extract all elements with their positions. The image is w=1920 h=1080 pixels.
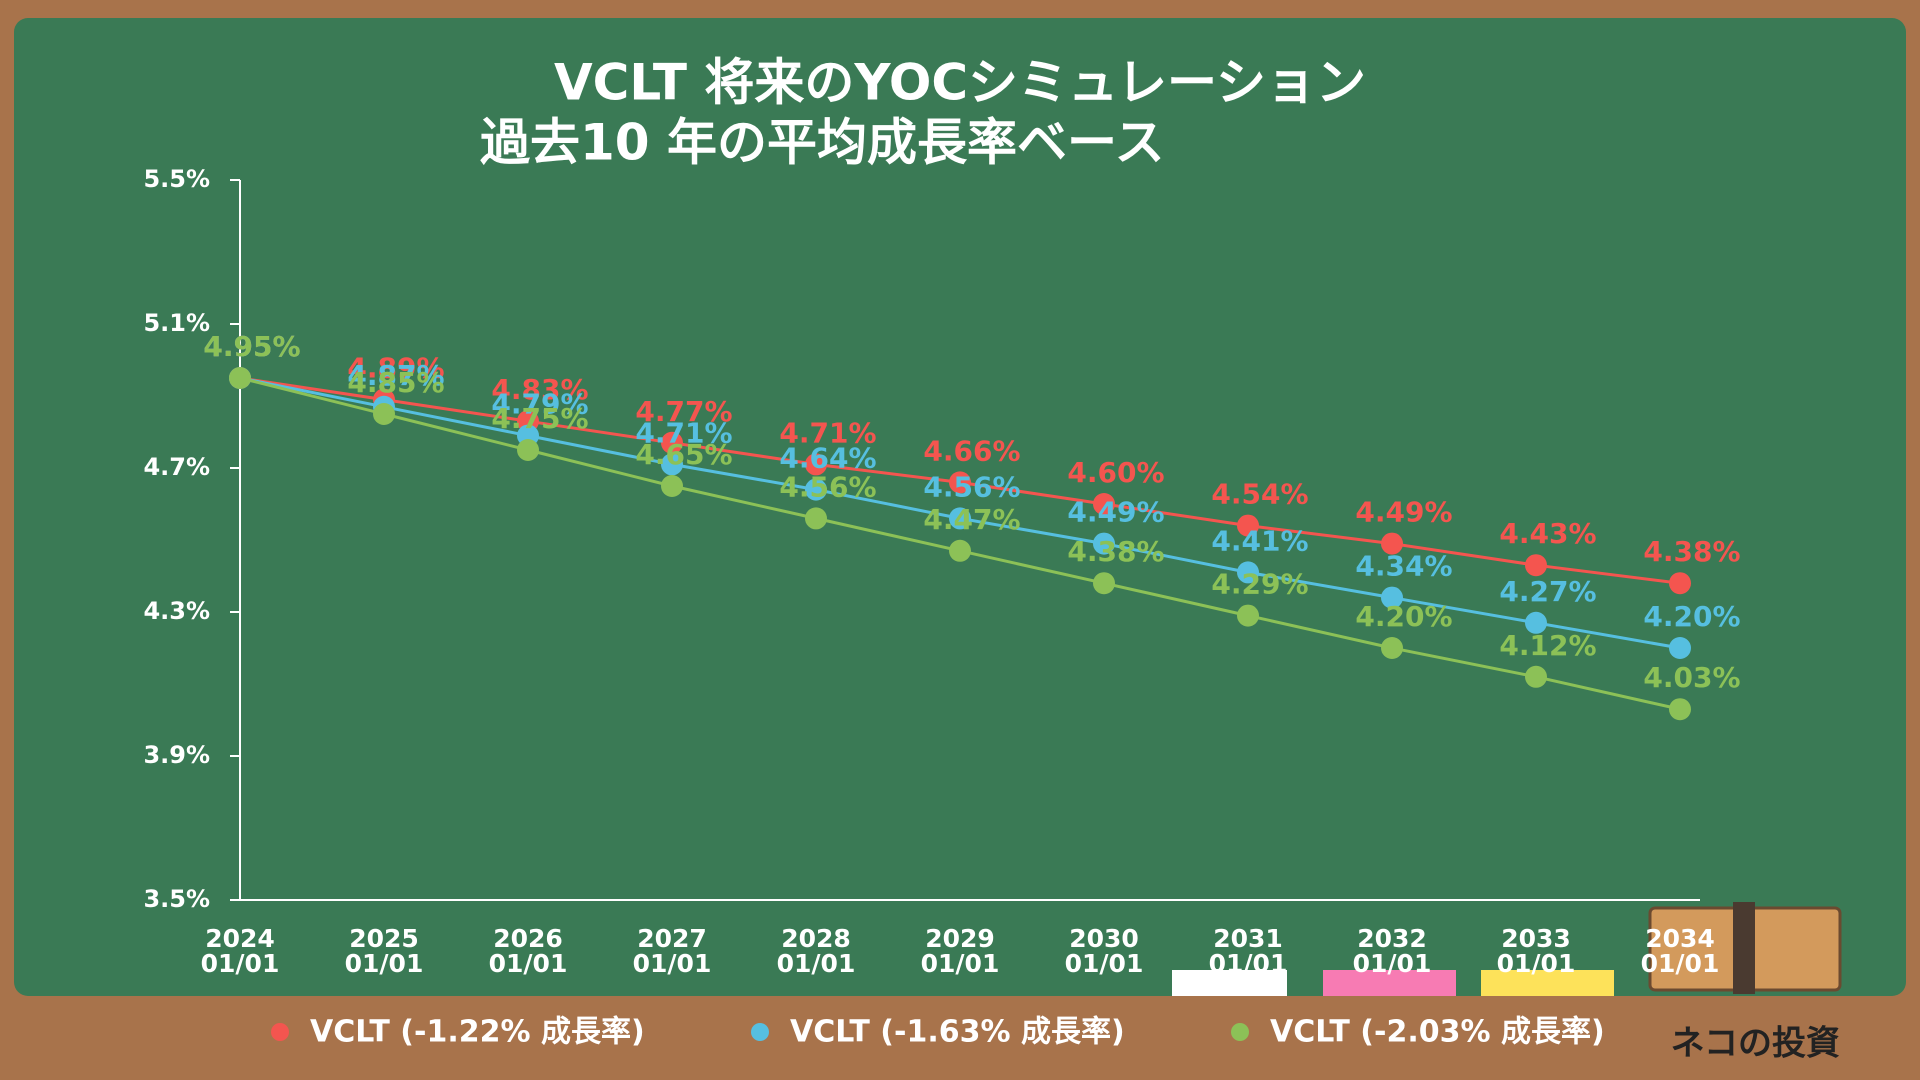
- data-point: [1381, 532, 1403, 555]
- data-point: [517, 439, 539, 461]
- data-label: 4.47%: [923, 503, 1020, 536]
- x-tick-label: 2034 01/01: [1640, 924, 1720, 978]
- chart-subtitle: 過去10 年の平均成長率ベース: [480, 114, 1165, 172]
- data-point: [661, 475, 683, 497]
- data-label: 4.56%: [923, 470, 1020, 503]
- data-label: 4.89%: [347, 352, 444, 385]
- data-label: 4.60%: [1067, 456, 1164, 489]
- data-label: 4.38%: [1643, 535, 1740, 568]
- data-label: 4.34%: [1355, 550, 1452, 583]
- data-point: [1381, 637, 1403, 659]
- data-point: [949, 539, 971, 562]
- data-point: [661, 431, 683, 454]
- x-tick-label: 2033 01/01: [1496, 924, 1576, 978]
- y-tick-label: 5.5%: [143, 165, 210, 193]
- data-label: 4.49%: [1355, 496, 1452, 529]
- data-label: 4.95%: [203, 330, 300, 363]
- data-label: 4.65%: [635, 438, 732, 471]
- data-label: 4.66%: [923, 434, 1020, 467]
- data-point: [1237, 561, 1259, 584]
- data-label: 4.29%: [1211, 568, 1308, 601]
- legend-marker: [271, 1023, 289, 1041]
- data-point: [1669, 572, 1691, 595]
- data-point: [1237, 604, 1259, 627]
- x-tick-label: 2031 01/01: [1208, 924, 1288, 978]
- data-point: [1093, 532, 1115, 555]
- chalk: [1481, 970, 1614, 996]
- y-tick-label: 5.1%: [143, 309, 210, 337]
- legend-marker: [751, 1023, 769, 1041]
- data-label: 4.27%: [1499, 575, 1596, 608]
- data-point: [949, 471, 971, 494]
- x-tick-label: 2025 01/01: [344, 924, 424, 978]
- y-tick-label: 3.5%: [143, 885, 210, 913]
- data-label: 4.43%: [1499, 517, 1596, 550]
- board: [14, 18, 1906, 996]
- data-point: [1669, 637, 1691, 659]
- data-label: 4.49%: [1067, 496, 1164, 529]
- data-label: 4.87%: [347, 359, 444, 392]
- data-point: [805, 478, 827, 501]
- data-point: [805, 453, 827, 476]
- data-label: 4.85%: [347, 366, 444, 399]
- legend-label: VCLT (-1.63% 成長率): [790, 1015, 1125, 1050]
- data-point: [1525, 611, 1547, 634]
- data-point: [1381, 586, 1403, 609]
- data-label: 4.95%: [203, 330, 300, 363]
- data-label: 4.64%: [779, 442, 876, 475]
- data-label: 4.79%: [491, 388, 588, 421]
- data-label: 4.83%: [491, 373, 588, 406]
- data-point: [373, 403, 395, 425]
- legend-marker: [1231, 1023, 1249, 1041]
- x-tick-label: 2030 01/01: [1064, 924, 1144, 978]
- x-tick-label: 2029 01/01: [920, 924, 1000, 978]
- data-label: 4.71%: [779, 416, 876, 449]
- x-tick-label: 2024 01/01: [200, 924, 280, 978]
- data-label: 4.75%: [491, 402, 588, 435]
- data-label: 4.54%: [1211, 478, 1308, 511]
- data-label: 4.03%: [1643, 661, 1740, 694]
- y-tick-label: 4.7%: [143, 453, 210, 481]
- chart-title: VCLT 将来のYOCシミュレーション: [554, 54, 1366, 112]
- data-point: [1093, 493, 1115, 515]
- legend-label: VCLT (-2.03% 成長率): [1270, 1015, 1605, 1050]
- data-point: [1525, 665, 1547, 688]
- data-point: [229, 367, 251, 389]
- x-tick-label: 2028 01/01: [776, 924, 856, 978]
- x-tick-label: 2026 01/01: [488, 924, 568, 978]
- data-point: [661, 453, 683, 476]
- data-label: 4.95%: [203, 330, 300, 363]
- data-label: 4.20%: [1355, 600, 1452, 633]
- brand: ネコの投資: [1671, 1024, 1840, 1064]
- data-point: [949, 507, 971, 530]
- data-point: [1093, 572, 1115, 595]
- data-label: 4.77%: [635, 395, 732, 428]
- data-point: [1669, 698, 1691, 721]
- data-label: 4.12%: [1499, 629, 1596, 662]
- y-tick-label: 3.9%: [143, 741, 210, 769]
- legend-label: VCLT (-1.22% 成長率): [310, 1015, 645, 1050]
- data-label: 4.71%: [635, 416, 732, 449]
- eraser-band: [1733, 902, 1755, 994]
- chalk: [1172, 970, 1287, 996]
- chalk: [1323, 970, 1456, 996]
- data-point: [1237, 514, 1259, 537]
- data-label: 4.41%: [1211, 524, 1308, 557]
- y-tick-label: 4.3%: [143, 597, 210, 625]
- data-label: 4.38%: [1067, 535, 1164, 568]
- data-point: [805, 507, 827, 530]
- x-tick-label: 2032 01/01: [1352, 924, 1432, 978]
- data-label: 4.56%: [779, 470, 876, 503]
- data-point: [1525, 554, 1547, 577]
- data-label: 4.20%: [1643, 600, 1740, 633]
- x-tick-label: 2027 01/01: [632, 924, 712, 978]
